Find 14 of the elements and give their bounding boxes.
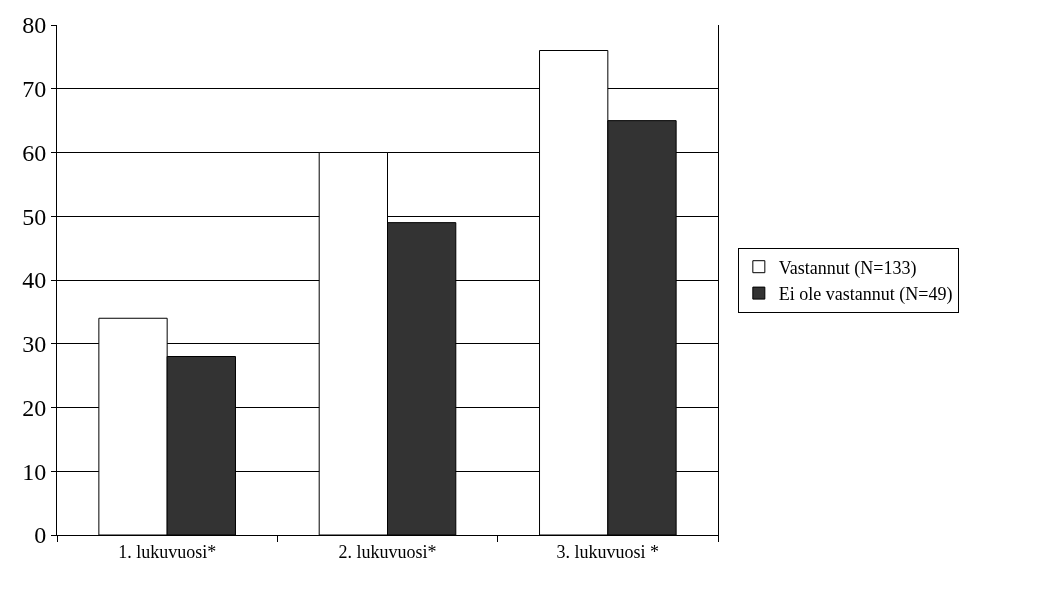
y-tick-label: 0 (34, 522, 47, 549)
x-tick-label: 2. lukuvuosi* (338, 541, 437, 562)
y-tick-label: 40 (22, 267, 47, 294)
legend-label: Vastannut (N=133) (778, 257, 917, 279)
y-tick-label: 60 (22, 139, 47, 166)
x-tick-label: 1. lukuvuosi* (118, 541, 217, 562)
y-tick-label: 30 (22, 331, 47, 358)
y-tick-label: 70 (22, 76, 47, 103)
y-tick-label: 10 (22, 458, 47, 485)
x-tick-label: 3. lukuvuosi * (556, 541, 660, 562)
y-tick-label: 50 (22, 203, 47, 230)
legend-label: Ei ole vastannut (N=49) (778, 284, 953, 306)
y-tick-label: 20 (22, 394, 47, 421)
y-tick-label: 80 (22, 12, 47, 39)
